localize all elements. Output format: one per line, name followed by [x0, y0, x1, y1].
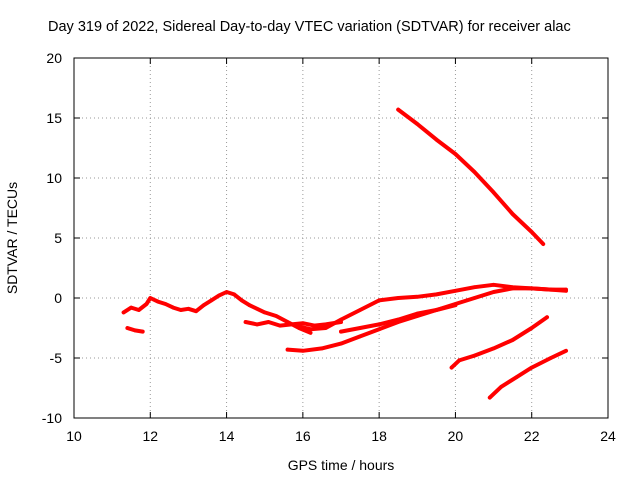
series-line — [285, 303, 458, 353]
series-line — [243, 320, 343, 328]
x-tick-label: 16 — [295, 428, 311, 444]
series-arc-9 — [487, 348, 568, 400]
series-arc-1 — [396, 107, 546, 246]
series-arc-3 — [125, 326, 145, 334]
x-tick-label: 12 — [142, 428, 158, 444]
series-line — [449, 315, 549, 370]
data-series-group — [121, 107, 568, 400]
series-line — [293, 282, 568, 332]
y-tick-label: 15 — [46, 110, 62, 126]
y-tick-label: -5 — [50, 350, 63, 366]
y-tick-label: 20 — [46, 50, 62, 66]
series-arc-8 — [449, 315, 549, 370]
x-axis-label: GPS time / hours — [288, 457, 395, 473]
axis-ticks — [73, 57, 609, 419]
x-tick-label: 20 — [448, 428, 464, 444]
y-axis-label: SDTVAR / TECUs — [4, 182, 20, 294]
series-arc-7 — [285, 303, 458, 353]
series-arc-2 — [121, 290, 313, 335]
x-tick-label: 22 — [524, 428, 540, 444]
y-tick-label: -10 — [42, 410, 62, 426]
series-line — [487, 348, 568, 400]
x-tick-label: 24 — [600, 428, 616, 444]
x-tick-label: 14 — [219, 428, 235, 444]
y-tick-labels: -10 -5 0 5 10 15 20 — [42, 50, 62, 426]
series-line — [339, 286, 568, 334]
grid-lines — [74, 58, 608, 418]
x-tick-label: 10 — [66, 428, 82, 444]
x-tick-labels: 10 12 14 16 18 20 22 24 — [66, 428, 616, 444]
series-line — [121, 290, 313, 335]
y-tick-label: 5 — [54, 230, 62, 246]
series-line — [396, 107, 546, 246]
y-tick-label: 0 — [54, 290, 62, 306]
series-line — [125, 326, 145, 334]
series-arc-4 — [243, 320, 343, 328]
x-tick-label: 18 — [371, 428, 387, 444]
y-tick-label: 10 — [46, 170, 62, 186]
chart-title: Day 319 of 2022, Sidereal Day-to-day VTE… — [48, 19, 571, 35]
